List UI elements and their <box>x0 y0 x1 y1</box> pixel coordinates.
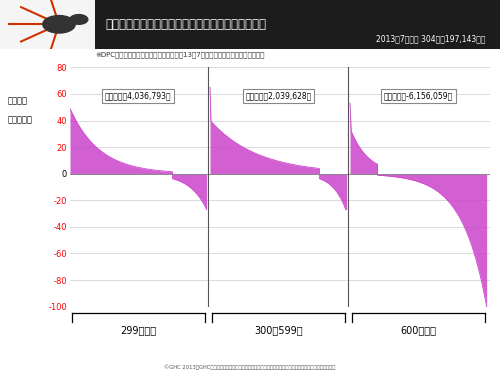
Text: （百万円）: （百万円） <box>8 115 32 124</box>
Text: 300－599床: 300－599床 <box>254 325 302 335</box>
Text: 600床以上: 600床以上 <box>400 325 436 335</box>
Circle shape <box>70 15 88 24</box>
Text: 299床以下: 299床以下 <box>120 325 156 335</box>
Text: 短期滞在手術等基本料インパクトシミュレーション: 短期滞在手術等基本料インパクトシミュレーション <box>105 18 266 31</box>
Text: 平均差額：4,036,793円: 平均差額：4,036,793円 <box>105 92 172 101</box>
Text: 差額金額: 差額金額 <box>8 96 28 105</box>
Circle shape <box>43 16 75 33</box>
Text: 平均差額：-6,156,059円: 平均差額：-6,156,059円 <box>384 92 453 101</box>
Text: 2013年7月退院 304病院197,143症例: 2013年7月退院 304病院197,143症例 <box>376 35 485 44</box>
Text: ※DPC収入は医療機関別係数加味で計算、13年7月退院症例分を年換算している。: ※DPC収入は医療機関別係数加味で計算、13年7月退院症例分を年換算している。 <box>95 51 264 58</box>
Text: ©GHC 2013．GHCの書面による事前承認なく複写、引用、または第三者へ配布、閲覧に供してはならない。: ©GHC 2013．GHCの書面による事前承認なく複写、引用、または第三者へ配布… <box>164 365 336 370</box>
Text: 平均差額：2,039,628円: 平均差額：2,039,628円 <box>245 92 312 101</box>
